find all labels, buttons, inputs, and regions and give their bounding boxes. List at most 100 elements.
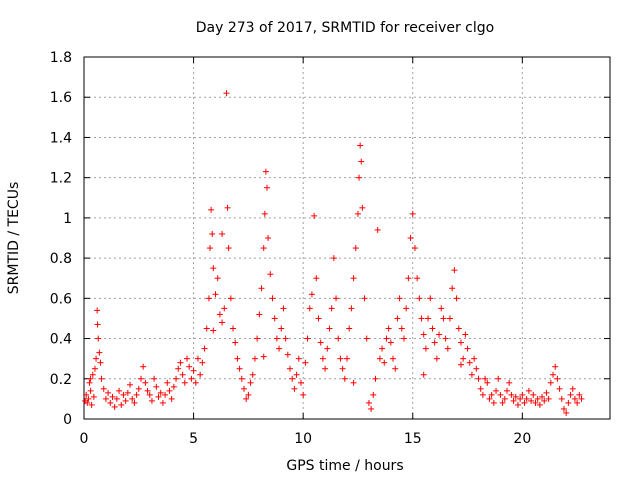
y-axis-label: SRMTID / TECUs — [6, 182, 22, 295]
data-point — [541, 397, 548, 404]
data-point — [135, 385, 142, 392]
data-point — [346, 325, 353, 332]
data-point — [297, 379, 304, 386]
data-point — [420, 331, 427, 338]
data-point — [558, 395, 565, 402]
data-point — [392, 365, 399, 372]
data-point — [131, 399, 138, 406]
data-point — [403, 305, 410, 312]
data-point — [232, 339, 239, 346]
data-point — [304, 335, 311, 342]
data-point — [230, 325, 237, 332]
data-point — [462, 331, 469, 338]
data-point — [254, 335, 261, 342]
data-point — [313, 275, 320, 282]
y-tick-label: 1.6 — [50, 90, 72, 106]
data-point — [86, 379, 93, 386]
data-point — [249, 371, 256, 378]
data-point — [89, 371, 96, 378]
data-point — [177, 359, 184, 366]
data-point — [190, 367, 197, 374]
data-point — [271, 315, 278, 322]
data-point — [453, 295, 460, 302]
data-point — [468, 371, 475, 378]
data-point — [273, 335, 280, 342]
data-point — [317, 339, 324, 346]
data-point — [578, 395, 585, 402]
data-point — [282, 335, 289, 342]
x-tick-labels: 0 5 10 15 20 — [80, 431, 532, 447]
data-point — [341, 375, 348, 382]
data-point — [370, 391, 377, 398]
data-point — [563, 409, 570, 416]
data-point — [422, 345, 429, 352]
y-tick-label: 1.4 — [50, 130, 72, 146]
data-point — [127, 381, 134, 388]
x-tick-label: 10 — [294, 431, 312, 447]
data-point — [571, 395, 578, 402]
data-point — [98, 375, 105, 382]
data-point — [556, 385, 563, 392]
plot-frame — [83, 56, 611, 420]
data-point — [350, 379, 357, 386]
y-tick-label: 1 — [63, 211, 72, 227]
data-point — [473, 365, 480, 372]
data-point — [337, 355, 344, 362]
data-point — [85, 395, 92, 402]
data-point — [464, 345, 471, 352]
data-point — [523, 395, 530, 402]
data-point — [90, 393, 97, 400]
data-point — [495, 375, 502, 382]
data-point — [552, 363, 559, 370]
data-point — [324, 345, 331, 352]
data-point — [311, 212, 318, 219]
x-tick-label: 15 — [404, 431, 422, 447]
data-point — [547, 379, 554, 386]
data-point — [528, 397, 535, 404]
data-point — [425, 315, 432, 322]
data-point — [221, 305, 228, 312]
data-point — [387, 339, 394, 346]
data-point — [188, 375, 195, 382]
x-tick-label: 0 — [80, 431, 89, 447]
data-point — [280, 305, 287, 312]
data-point — [521, 399, 528, 406]
data-point — [173, 375, 180, 382]
data-point — [506, 379, 513, 386]
y-tick-label: 1.8 — [50, 50, 72, 66]
data-point — [94, 307, 101, 314]
data-point — [356, 174, 363, 181]
data-point — [260, 353, 267, 360]
data-point — [137, 375, 144, 382]
data-point — [374, 226, 381, 233]
data-point — [209, 230, 216, 237]
data-point — [238, 375, 245, 382]
data-point — [396, 295, 403, 302]
x-axis-label: GPS time / hours — [286, 458, 403, 474]
data-point — [192, 379, 199, 386]
data-point — [330, 255, 337, 262]
data-point — [293, 371, 300, 378]
data-point — [300, 391, 307, 398]
axis-ticks — [83, 56, 610, 420]
y-tick-label: 0.2 — [50, 372, 72, 388]
data-point — [390, 355, 397, 362]
data-point — [276, 345, 283, 352]
data-point — [157, 389, 164, 396]
data-point — [120, 391, 127, 398]
data-point — [512, 393, 519, 400]
data-point — [261, 210, 268, 217]
data-point — [107, 399, 114, 406]
data-point — [400, 335, 407, 342]
data-point — [100, 385, 107, 392]
data-point — [409, 210, 416, 217]
data-point — [438, 305, 445, 312]
data-point — [168, 395, 175, 402]
data-point — [335, 335, 342, 342]
data-point — [574, 399, 581, 406]
data-point — [214, 275, 221, 282]
data-point — [197, 371, 204, 378]
data-point — [146, 391, 153, 398]
data-point — [488, 391, 495, 398]
data-point — [436, 331, 443, 338]
